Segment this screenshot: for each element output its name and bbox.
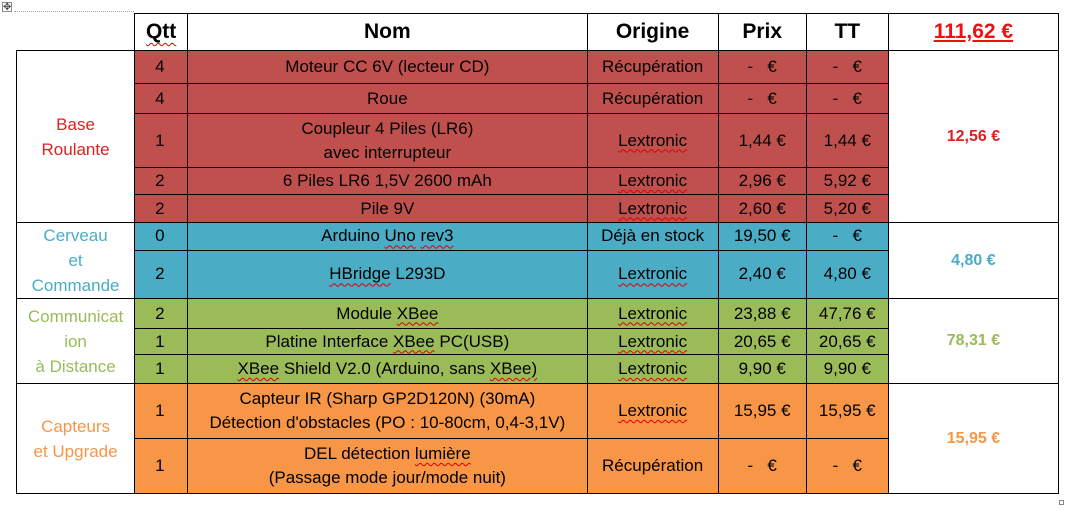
prix-cell: - € [717,50,807,84]
table-row: 1 XBee Shield V2.0 (Arduino, sans XBee) Le… [17,354,1059,384]
tt-cell: 4,80 € [805,249,889,300]
origine-cell: Lextronic [586,167,719,195]
table-row: 4 Roue Récupération - € - € [17,83,1059,114]
prix-cell: - € [717,83,807,114]
tt-cell: 15,95 € [805,383,889,439]
header-tt: TT [805,13,889,51]
prix-cell: 2,40 € [717,249,807,300]
origine-cell: Lextronic [586,383,719,439]
tt-cell: - € [805,438,889,494]
nom-cell: XBee Shield V2.0 (Arduino, sans XBee) [187,354,588,384]
group-subtotal-base-roulante: 12,56 € [887,50,1060,223]
table-body: Base Roulante 4 Moteur CC 6V (lecteur CD) Ré… [15,50,1060,494]
qtt-cell: 1 [134,438,189,494]
prix-cell: 1,44 € [717,113,807,168]
table-top-edge [14,11,134,12]
qtt-cell: 4 [134,50,189,84]
table-row: Communicat ion à Distance 2 Module XBee Lextr… [15,298,1060,384]
qtt-cell: 1 [134,354,189,384]
nom-cell: Roue [187,83,588,114]
header-blank-cell [16,13,136,51]
nom-cell: Platine Interface XBee PC(USB) [187,328,588,355]
nom-cell: HBridge L293D [187,249,588,300]
table-row: Base Roulante 4 Moteur CC 6V (lecteur CD) Ré… [15,50,1060,223]
tt-cell: - € [805,83,889,114]
qtt-cell: 4 [134,83,189,114]
prix-cell: 19,50 € [717,222,807,251]
prix-cell: 9,90 € [717,354,807,384]
qtt-cell: 2 [134,167,189,195]
prix-cell: 20,65 € [717,328,807,355]
tt-cell: 9,90 € [805,354,889,384]
origine-cell: Lextronic [586,298,719,329]
origine-cell: Récupération [586,83,719,114]
table-row: Capteurs et Upgrade 1 Capteur IR (Sharp GP2… [15,383,1060,494]
nom-cell: Coupleur 4 Piles (LR6) avec interrupteur [187,113,588,168]
group-label-base-roulante: Base Roulante [15,50,136,223]
prix-cell: 23,88 € [717,298,807,329]
qtt-cell: 1 [134,328,189,355]
origine-cell: Déjà en stock [586,222,719,251]
tt-cell: - € [805,222,889,251]
tt-cell: 5,20 € [805,194,889,223]
group-subtotal-communication: 78,31 € [887,298,1060,384]
tt-cell: - € [805,50,889,84]
qtt-cell: 2 [134,249,189,300]
origine-cell: Lextronic [586,328,719,355]
tt-cell: 5,92 € [805,167,889,195]
header-origine: Origine [586,13,719,51]
prix-cell: 15,95 € [717,383,807,439]
origine-cell: Récupération [586,50,719,84]
table-row: 1 DEL détection lumière (Passage mode jour… [17,438,1059,494]
group-subtotal-cerveau: 4,80 € [887,222,1060,299]
origine-cell: Récupération [586,438,719,494]
qtt-cell: 1 [134,113,189,168]
table-row: Cerveau et Commande 0 Arduino Uno rev3 Déjà e… [15,222,1060,299]
table-row: 1 Coupleur 4 Piles (LR6) avec interrupteur… [17,113,1059,168]
origine-cell: Lextronic [586,249,719,300]
group-subtotal-capteurs: 15,95 € [887,383,1060,494]
header-qtt: Qtt [134,13,189,51]
header-prix: Prix [717,13,807,51]
origine-cell: Lextronic [586,194,719,223]
group-label-capteurs: Capteurs et Upgrade [15,383,136,494]
nom-cell: Capteur IR (Sharp GP2D120N) (30mA) Détect… [187,383,588,439]
qtt-cell: 2 [134,194,189,223]
budget-table: Qtt Nom Origine Prix TT 111,62 € Base Rou… [15,13,1060,494]
prix-cell: 2,96 € [717,167,807,195]
tt-cell: 20,65 € [805,328,889,355]
header-row: Qtt Nom Origine Prix TT 111,62 € [16,13,1060,51]
header-grand-total: 111,62 € [887,13,1060,51]
nom-cell: 6 Piles LR6 1,5V 2600 mAh [187,167,588,195]
qtt-cell: 2 [134,298,189,329]
nom-cell: Pile 9V [187,194,588,223]
nom-cell: Arduino Uno rev3 [187,222,588,251]
group-label-cerveau: Cerveau et Commande [15,222,136,299]
table-resize-handle-icon[interactable] [1059,500,1064,505]
nom-cell: DEL détection lumière (Passage mode jour/… [187,438,588,494]
group-label-communication: Communicat ion à Distance [15,298,136,384]
origine-cell: Lextronic [586,354,719,384]
tt-cell: 1,44 € [805,113,889,168]
table-row: 2 Pile 9V Lextronic 2,60 €5,20 € [17,194,1059,223]
qtt-cell: 1 [134,383,189,439]
origine-cell: Lextronic [586,113,719,168]
nom-cell: Module XBee [187,298,588,329]
header-nom: Nom [187,13,588,51]
table-move-handle-icon[interactable]: ✥ [2,2,12,13]
prix-cell: 2,60 € [717,194,807,223]
nom-cell: Moteur CC 6V (lecteur CD) [187,50,588,84]
prix-cell: - € [717,438,807,494]
tt-cell: 47,76 € [805,298,889,329]
qtt-cell: 0 [134,222,189,251]
table-row: 2 HBridge L293D Lextronic 2,40 €4,80 € [17,249,1059,300]
